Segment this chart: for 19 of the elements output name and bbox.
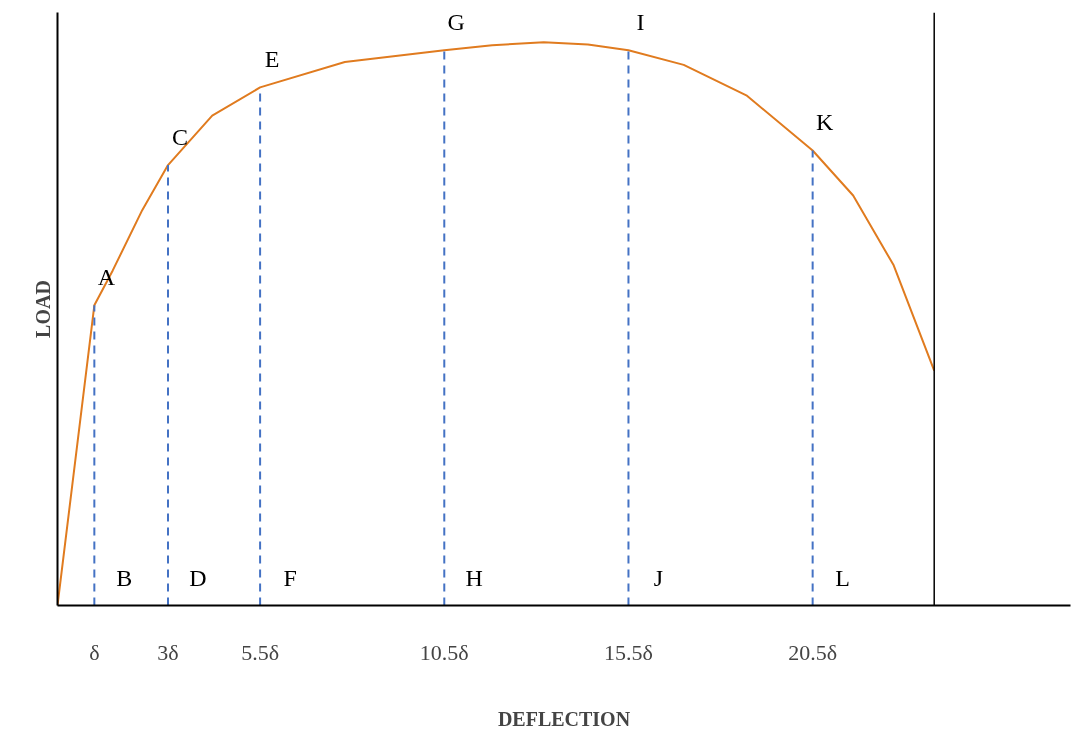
annotation: D (189, 564, 207, 591)
x-tick-label: 15.5δ (604, 639, 653, 665)
x-tick-label: 3δ (157, 639, 179, 665)
x-axis-title: DEFLECTION (497, 707, 631, 730)
x-tick-label: 5.5δ (241, 639, 280, 665)
x-tick-label: 20.5δ (788, 639, 838, 665)
annotation: L (835, 564, 850, 591)
annotation: C (172, 124, 189, 151)
annotation: K (815, 109, 834, 136)
annotation: G (447, 9, 465, 36)
annotation: H (465, 564, 483, 591)
annotation: I (636, 9, 645, 36)
annotation: E (264, 46, 280, 73)
annotation: J (653, 564, 664, 591)
annotation: F (283, 564, 297, 591)
annotation: B (116, 564, 133, 591)
y-axis-title: LOAD (31, 280, 54, 338)
x-tick-label: 10.5δ (419, 639, 469, 665)
x-tick-label: δ (89, 639, 100, 665)
